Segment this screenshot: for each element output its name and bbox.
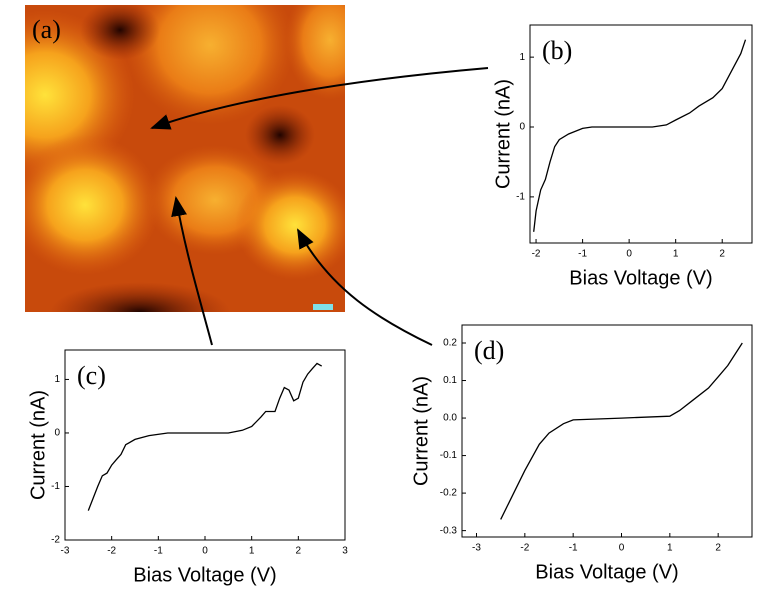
panel-label: (c) — [77, 361, 106, 390]
iv-curve — [500, 342, 743, 520]
y-axis-label: Current (nA) — [492, 79, 514, 189]
x-tick-label: -2 — [532, 249, 541, 260]
x-tick-label: -2 — [520, 543, 529, 554]
x-tick-label: 1 — [667, 543, 673, 554]
iv-curve — [533, 39, 747, 232]
panel-label: (a) — [32, 15, 61, 44]
x-axis-label: Bias Voltage (V) — [569, 267, 712, 289]
y-axis-label: Current (nA) — [410, 376, 432, 486]
panel-label: (d) — [474, 336, 504, 365]
x-tick-label: -3 — [472, 543, 481, 554]
x-tick-label: 0 — [619, 543, 625, 554]
x-axis-label: Bias Voltage (V) — [535, 561, 678, 583]
y-tick-label: 0 — [519, 122, 525, 133]
x-tick-label: 1 — [249, 546, 255, 557]
y-tick-label: 1 — [54, 374, 60, 385]
x-tick-label: 2 — [296, 546, 302, 557]
x-tick-label: 0 — [202, 546, 208, 557]
x-tick-label: 3 — [342, 546, 348, 557]
y-tick-label: -1 — [51, 481, 60, 492]
plot-frame — [64, 349, 346, 541]
y-tick-label: 0.0 — [443, 413, 457, 424]
panel-label: (b) — [542, 36, 572, 65]
iv-curve — [87, 362, 323, 511]
x-tick-label: -1 — [154, 546, 163, 557]
x-axis-label: Bias Voltage (V) — [133, 564, 276, 586]
x-tick-label: -1 — [569, 543, 578, 554]
y-tick-label: 0.1 — [443, 375, 457, 386]
x-tick-label: -2 — [107, 546, 116, 557]
y-tick-label: 1 — [519, 52, 525, 63]
plot-frame — [529, 24, 753, 244]
x-tick-label: 2 — [719, 249, 725, 260]
y-tick-label: -1 — [516, 192, 525, 203]
x-tick-label: -1 — [578, 249, 587, 260]
y-tick-label: 0 — [54, 428, 60, 439]
x-tick-label: -3 — [61, 546, 70, 557]
plot-frame — [461, 324, 753, 538]
arrows — [150, 67, 489, 346]
x-tick-label: 2 — [715, 543, 721, 554]
x-tick-label: 0 — [626, 249, 632, 260]
y-tick-label: -2 — [51, 535, 60, 546]
y-tick-label: -0.3 — [440, 525, 458, 536]
y-tick-label: 0.2 — [443, 338, 457, 349]
y-tick-label: -0.2 — [440, 488, 458, 499]
y-tick-label: -0.1 — [440, 450, 458, 461]
x-tick-label: 1 — [673, 249, 679, 260]
stm-image — [25, 5, 345, 312]
y-axis-label: Current (nA) — [27, 390, 49, 500]
